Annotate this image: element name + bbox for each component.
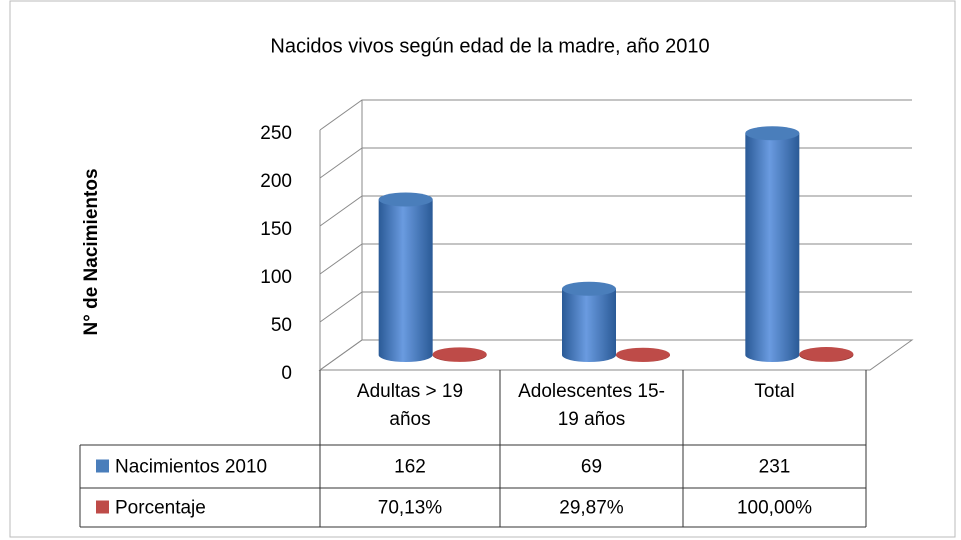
grid-line — [319, 99, 912, 131]
y-tick-label: 0 — [281, 363, 292, 384]
chart-title: Nacidos vivos según edad de la madre, añ… — [270, 35, 709, 57]
legend-key — [96, 459, 109, 473]
cylinder-top — [799, 347, 854, 362]
cylinder-top — [432, 347, 487, 362]
grid-line — [319, 291, 912, 323]
cylinder — [745, 133, 800, 362]
grid-line — [319, 147, 912, 179]
y-tick-label: 250 — [260, 123, 292, 144]
chart-border — [9, 0, 956, 538]
y-axis-label: N° de Nacimientos — [81, 168, 102, 335]
y-tick-label: 100 — [260, 267, 292, 288]
cylinder-top — [616, 347, 670, 362]
x-tick-label: Total — [754, 381, 795, 402]
y-tick-label: 200 — [260, 171, 292, 192]
x-tick-label: Adolescentes 15-19 años — [518, 381, 665, 430]
x-tick-label: Adultas > 19 años — [356, 381, 464, 430]
legend-label: Nacimientos 2010 — [115, 457, 267, 478]
table-value: 162 — [394, 457, 426, 478]
cylinder-top — [745, 126, 800, 141]
y-tick-label: 50 — [271, 315, 292, 336]
grid-line — [319, 195, 912, 227]
cylinder — [378, 199, 433, 362]
table-value: 231 — [759, 457, 791, 478]
y-tick-label: 150 — [260, 219, 292, 240]
legend-key — [96, 500, 109, 514]
legend-label: Porcentaje — [115, 498, 206, 519]
table-value: 100,00% — [737, 498, 812, 519]
category-cell: Adultas > 19 años — [356, 381, 464, 430]
grid-line — [319, 243, 912, 275]
category-cell: Adolescentes 15-19 años — [518, 381, 665, 430]
cylinder-top — [562, 281, 616, 296]
cylinder — [562, 288, 616, 362]
cylinder-top — [378, 192, 433, 207]
table-value: 69 — [581, 457, 602, 478]
table-value: 70,13% — [378, 498, 443, 519]
grid-line — [319, 339, 912, 371]
category-cell: Total — [754, 381, 795, 402]
table-value: 29,87% — [559, 498, 624, 519]
